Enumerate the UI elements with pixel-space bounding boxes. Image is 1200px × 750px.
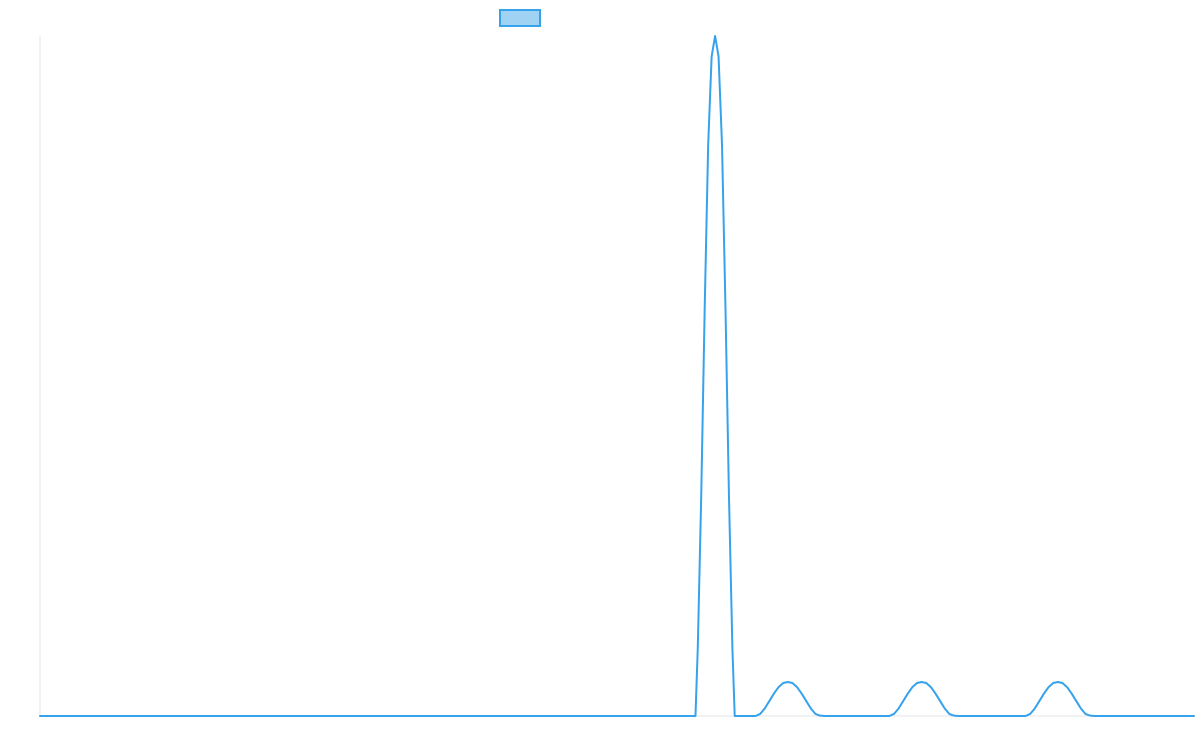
series-line-1[interactable] xyxy=(39,35,1195,717)
series-group xyxy=(39,35,1195,717)
legend[interactable] xyxy=(499,9,541,27)
legend-swatch-series-1[interactable] xyxy=(499,9,541,27)
